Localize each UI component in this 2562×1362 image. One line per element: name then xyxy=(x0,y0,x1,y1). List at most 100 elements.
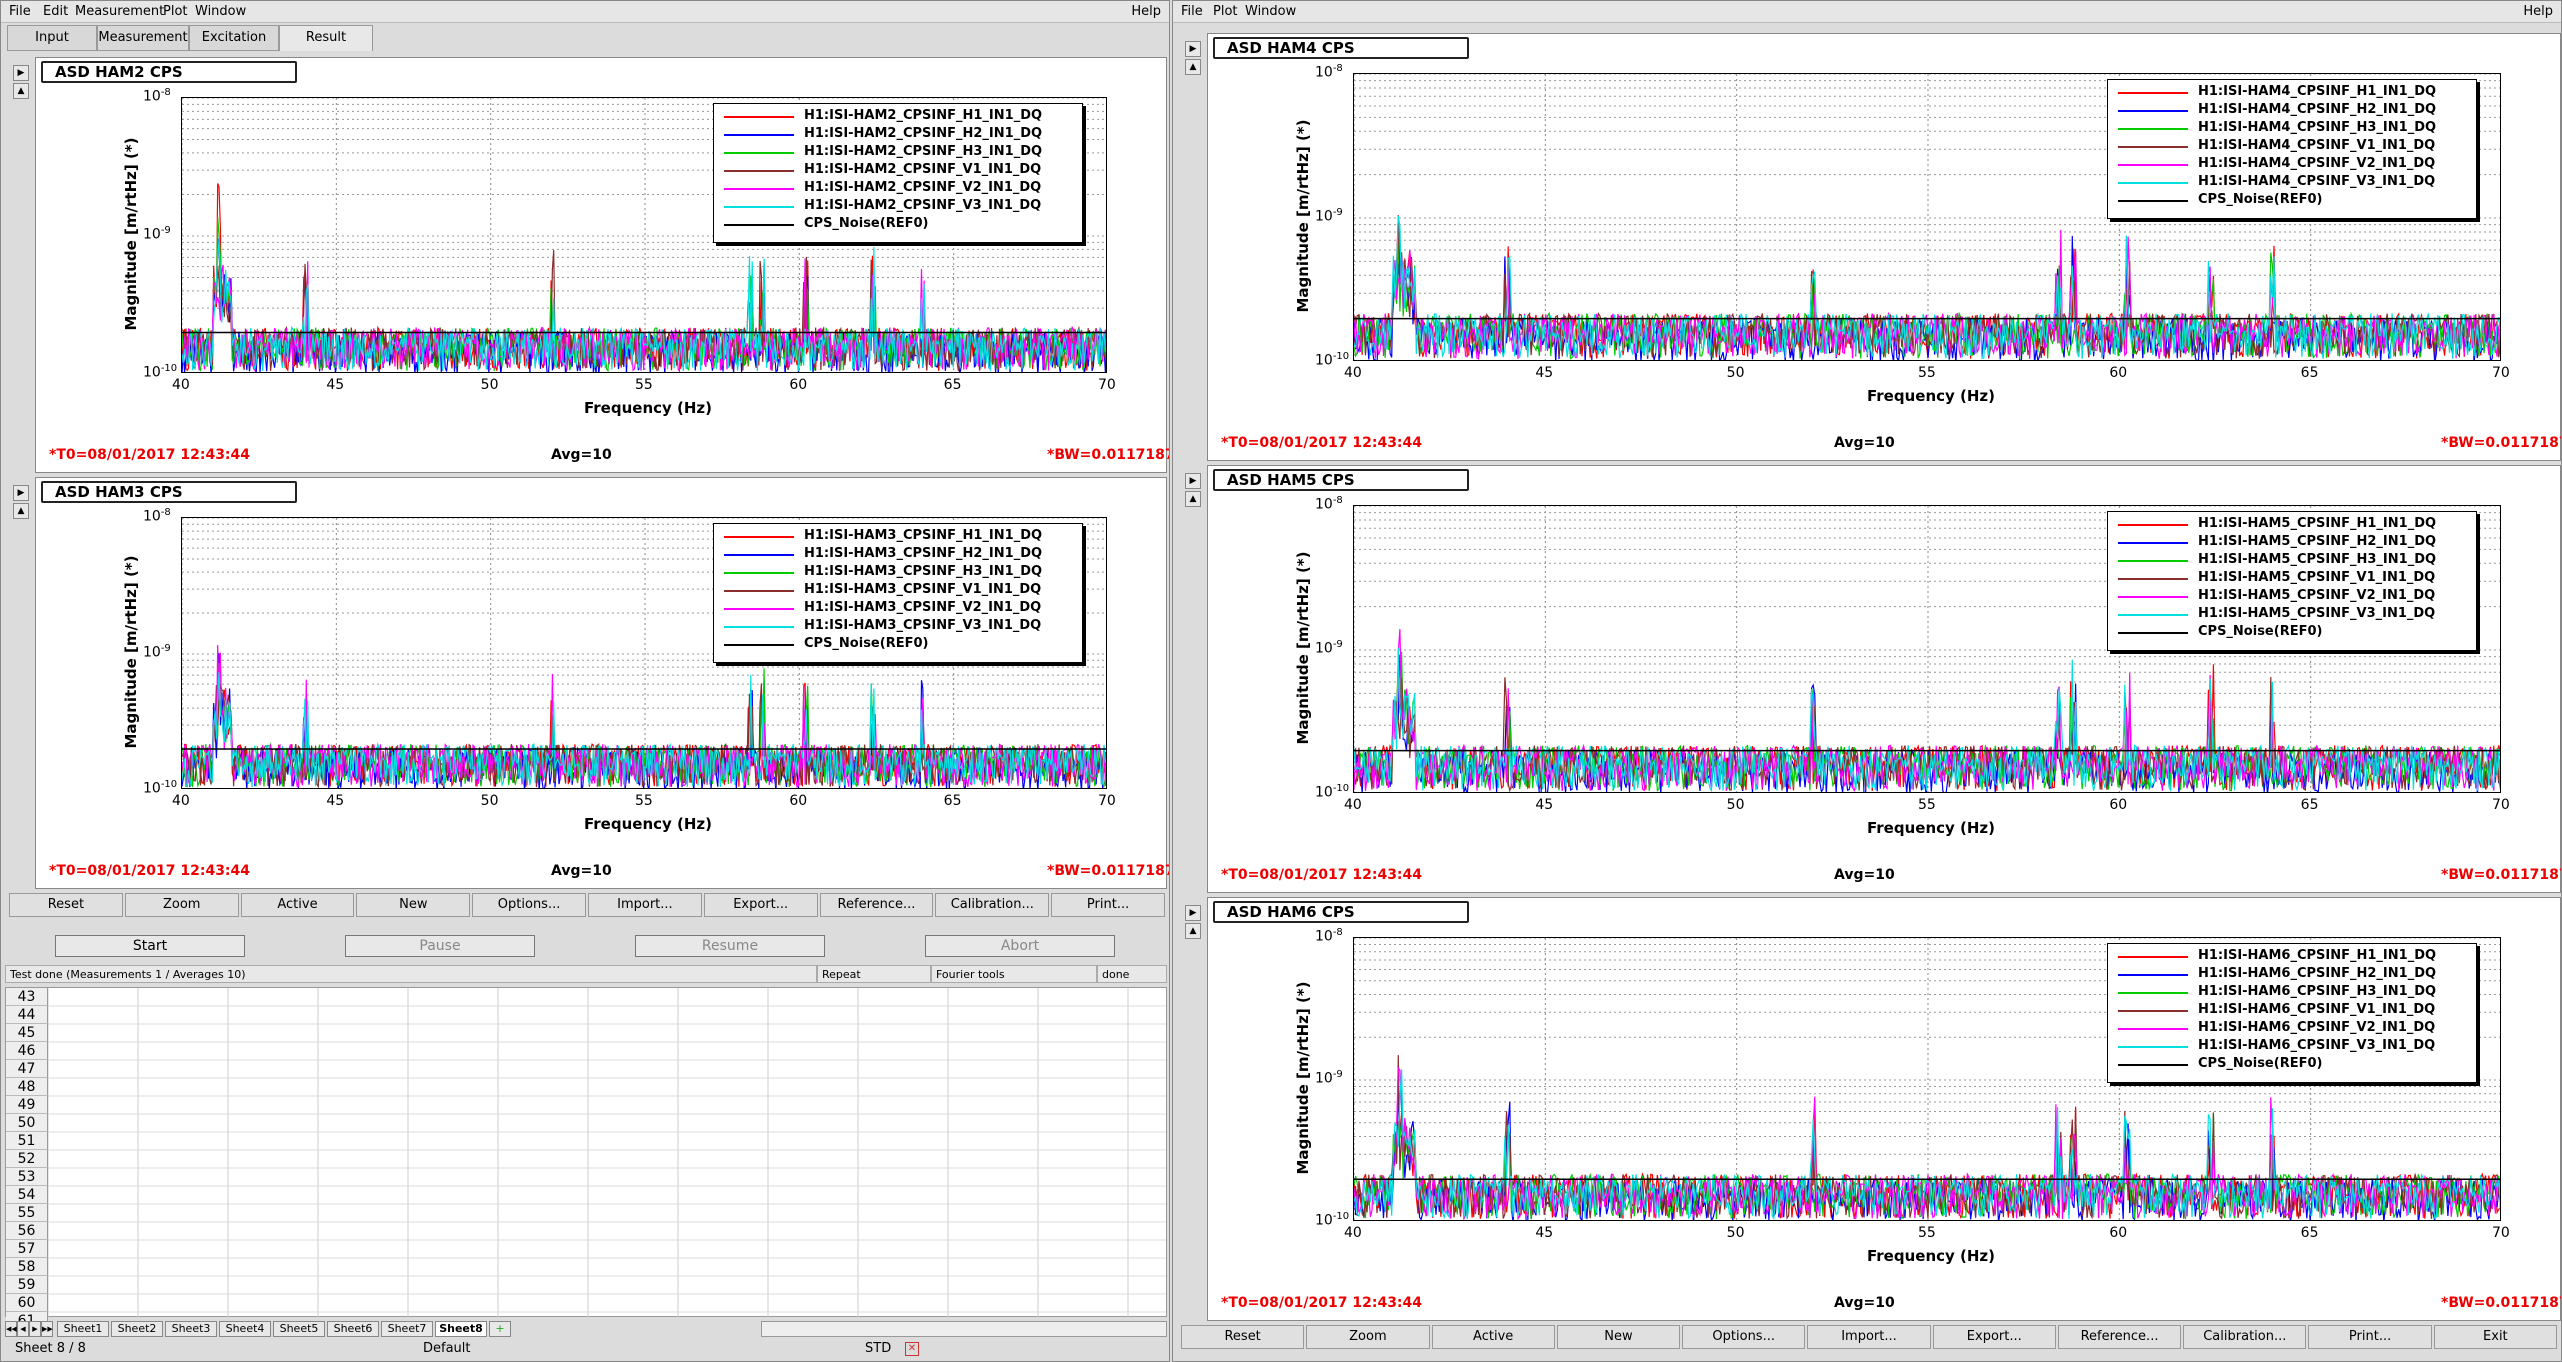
sheet-tab-1[interactable]: Sheet1 xyxy=(57,1321,109,1337)
x-axis-label: Frequency (Hz) xyxy=(584,815,713,833)
plot-button-print[interactable]: Print... xyxy=(1051,893,1165,917)
avg-label: Avg=10 xyxy=(1834,435,1895,451)
horizontal-scrollbar[interactable] xyxy=(761,1321,1167,1337)
plot-button-new[interactable]: New xyxy=(356,893,471,917)
plot-button-export[interactable]: Export... xyxy=(703,893,818,917)
legend-entry: H1:ISI-HAM4_CPSINF_V2_IN1_DQ xyxy=(2108,156,2478,174)
plot-button-reference[interactable]: Reference... xyxy=(819,893,934,917)
x-tick-label: 55 xyxy=(1918,797,1936,813)
collapse-arrow-icon[interactable]: ▲ xyxy=(13,83,29,99)
row-header[interactable]: 50 xyxy=(6,1114,48,1132)
row-header[interactable]: 44 xyxy=(6,1006,48,1024)
plot-button-reset[interactable]: Reset xyxy=(9,893,123,917)
y-tick-label: 10-10 xyxy=(143,363,178,381)
expand-arrow-icon[interactable]: ▶ xyxy=(13,485,29,501)
plot-button-options[interactable]: Options... xyxy=(472,893,586,917)
collapse-arrow-icon[interactable]: ▲ xyxy=(1185,491,1201,507)
plot-button-calibration[interactable]: Calibration... xyxy=(935,893,1050,917)
plot-button-reference[interactable]: Reference... xyxy=(2057,1325,2182,1349)
legend-label: H1:ISI-HAM3_CPSINF_H2_IN1_DQ xyxy=(804,546,1043,561)
row-header[interactable]: 49 xyxy=(6,1096,48,1114)
x-tick-label: 40 xyxy=(1344,797,1362,813)
sheet-nav-icon[interactable]: ◀◀ xyxy=(5,1321,17,1337)
plot-button-active[interactable]: Active xyxy=(1431,1325,1555,1349)
spreadsheet[interactable]: 43444546474849505152535455565758596061 xyxy=(5,987,1167,1330)
sheet-tab-2[interactable]: Sheet2 xyxy=(111,1321,163,1337)
expand-arrow-icon[interactable]: ▶ xyxy=(1185,473,1201,489)
x-tick-label: 65 xyxy=(2300,797,2319,813)
tab-input[interactable]: Input xyxy=(7,25,97,51)
row-header[interactable]: 43 xyxy=(6,988,48,1006)
expand-arrow-icon[interactable]: ▶ xyxy=(1185,41,1201,57)
sheet-nav-icon[interactable]: ◀ xyxy=(17,1321,29,1337)
sheet-tab-7[interactable]: Sheet7 xyxy=(381,1321,433,1337)
menu-plot[interactable]: Plot xyxy=(163,4,188,19)
abort-button[interactable]: Abort xyxy=(925,935,1115,957)
row-header[interactable]: 51 xyxy=(6,1132,48,1150)
sheet-tab-8[interactable]: Sheet8 xyxy=(435,1321,487,1337)
menu-file[interactable]: File xyxy=(9,4,31,19)
menu-edit[interactable]: Edit xyxy=(43,4,69,19)
row-header[interactable]: 46 xyxy=(6,1042,48,1060)
x-axis-label: Frequency (Hz) xyxy=(1867,387,1996,405)
plot-button-import[interactable]: Import... xyxy=(1807,1325,1931,1349)
plot-button-exit[interactable]: Exit xyxy=(2433,1325,2557,1349)
row-header[interactable]: 56 xyxy=(6,1222,48,1240)
legend-entry: H1:ISI-HAM4_CPSINF_H3_IN1_DQ xyxy=(2108,120,2478,138)
legend-swatch xyxy=(2118,560,2188,562)
plot-button-export[interactable]: Export... xyxy=(1932,1325,2056,1349)
row-header[interactable]: 48 xyxy=(6,1078,48,1096)
row-header[interactable]: 53 xyxy=(6,1168,48,1186)
x-tick-label: 55 xyxy=(635,377,653,393)
sheet-tab-3[interactable]: Sheet3 xyxy=(165,1321,217,1337)
plot-button-print[interactable]: Print... xyxy=(2308,1325,2432,1349)
start-button[interactable]: Start xyxy=(55,935,245,957)
tab-excitation[interactable]: Excitation xyxy=(189,25,279,51)
collapse-arrow-icon[interactable]: ▲ xyxy=(13,503,29,519)
menu-window-right[interactable]: Window xyxy=(1245,4,1297,19)
tab-measurement[interactable]: Measurement xyxy=(97,25,189,51)
menu-help[interactable]: Help xyxy=(1131,4,1161,19)
sheet-tab-4[interactable]: Sheet4 xyxy=(219,1321,271,1337)
y-axis-label: Magnitude [m/rtHz] (*) xyxy=(1294,551,1312,745)
menu-plot-right[interactable]: Plot xyxy=(1213,4,1238,19)
sheet-nav-icon[interactable]: ▶ xyxy=(29,1321,41,1337)
legend-entry: H1:ISI-HAM3_CPSINF_H2_IN1_DQ xyxy=(714,546,1084,564)
menu-window[interactable]: Window xyxy=(195,4,247,19)
resume-button[interactable]: Resume xyxy=(635,935,825,957)
legend-label: H1:ISI-HAM3_CPSINF_V3_IN1_DQ xyxy=(804,618,1042,633)
plot-button-import[interactable]: Import... xyxy=(588,893,702,917)
sheet-tab-6[interactable]: Sheet6 xyxy=(327,1321,379,1337)
plot-button-zoom[interactable]: Zoom xyxy=(124,893,239,917)
row-header[interactable]: 52 xyxy=(6,1150,48,1168)
row-header[interactable]: 54 xyxy=(6,1186,48,1204)
row-header[interactable]: 57 xyxy=(6,1240,48,1258)
row-header[interactable]: 59 xyxy=(6,1276,48,1294)
expand-arrow-icon[interactable]: ▶ xyxy=(1185,905,1201,921)
row-header[interactable]: 58 xyxy=(6,1258,48,1276)
plot-button-options[interactable]: Options... xyxy=(1682,1325,1806,1349)
plot-button-reset[interactable]: Reset xyxy=(1181,1325,1305,1349)
plot-button-active[interactable]: Active xyxy=(240,893,355,917)
menu-measurement[interactable]: Measurement xyxy=(75,4,165,19)
plot-button-new[interactable]: New xyxy=(1556,1325,1681,1349)
sheet-tab-5[interactable]: Sheet5 xyxy=(273,1321,325,1337)
row-header[interactable]: 47 xyxy=(6,1060,48,1078)
y-tick-label: 10-10 xyxy=(1315,783,1350,801)
sheet-nav-icon[interactable]: ▶▶ xyxy=(41,1321,53,1337)
tab-result[interactable]: Result xyxy=(279,25,373,51)
collapse-arrow-icon[interactable]: ▲ xyxy=(1185,59,1201,75)
collapse-arrow-icon[interactable]: ▲ xyxy=(1185,923,1201,939)
add-sheet-icon[interactable]: + xyxy=(489,1321,511,1337)
row-header[interactable]: 60 xyxy=(6,1294,48,1312)
menu-file-right[interactable]: File xyxy=(1181,4,1203,19)
row-header[interactable]: 55 xyxy=(6,1204,48,1222)
row-header[interactable]: 45 xyxy=(6,1024,48,1042)
x-tick-label: 60 xyxy=(789,793,808,809)
expand-arrow-icon[interactable]: ▶ xyxy=(13,65,29,81)
x-tick-label: 60 xyxy=(2109,365,2128,381)
plot-button-zoom[interactable]: Zoom xyxy=(1306,1325,1430,1349)
menu-help-right[interactable]: Help xyxy=(2523,4,2553,19)
plot-button-calibration[interactable]: Calibration... xyxy=(2183,1325,2307,1349)
pause-button[interactable]: Pause xyxy=(345,935,535,957)
